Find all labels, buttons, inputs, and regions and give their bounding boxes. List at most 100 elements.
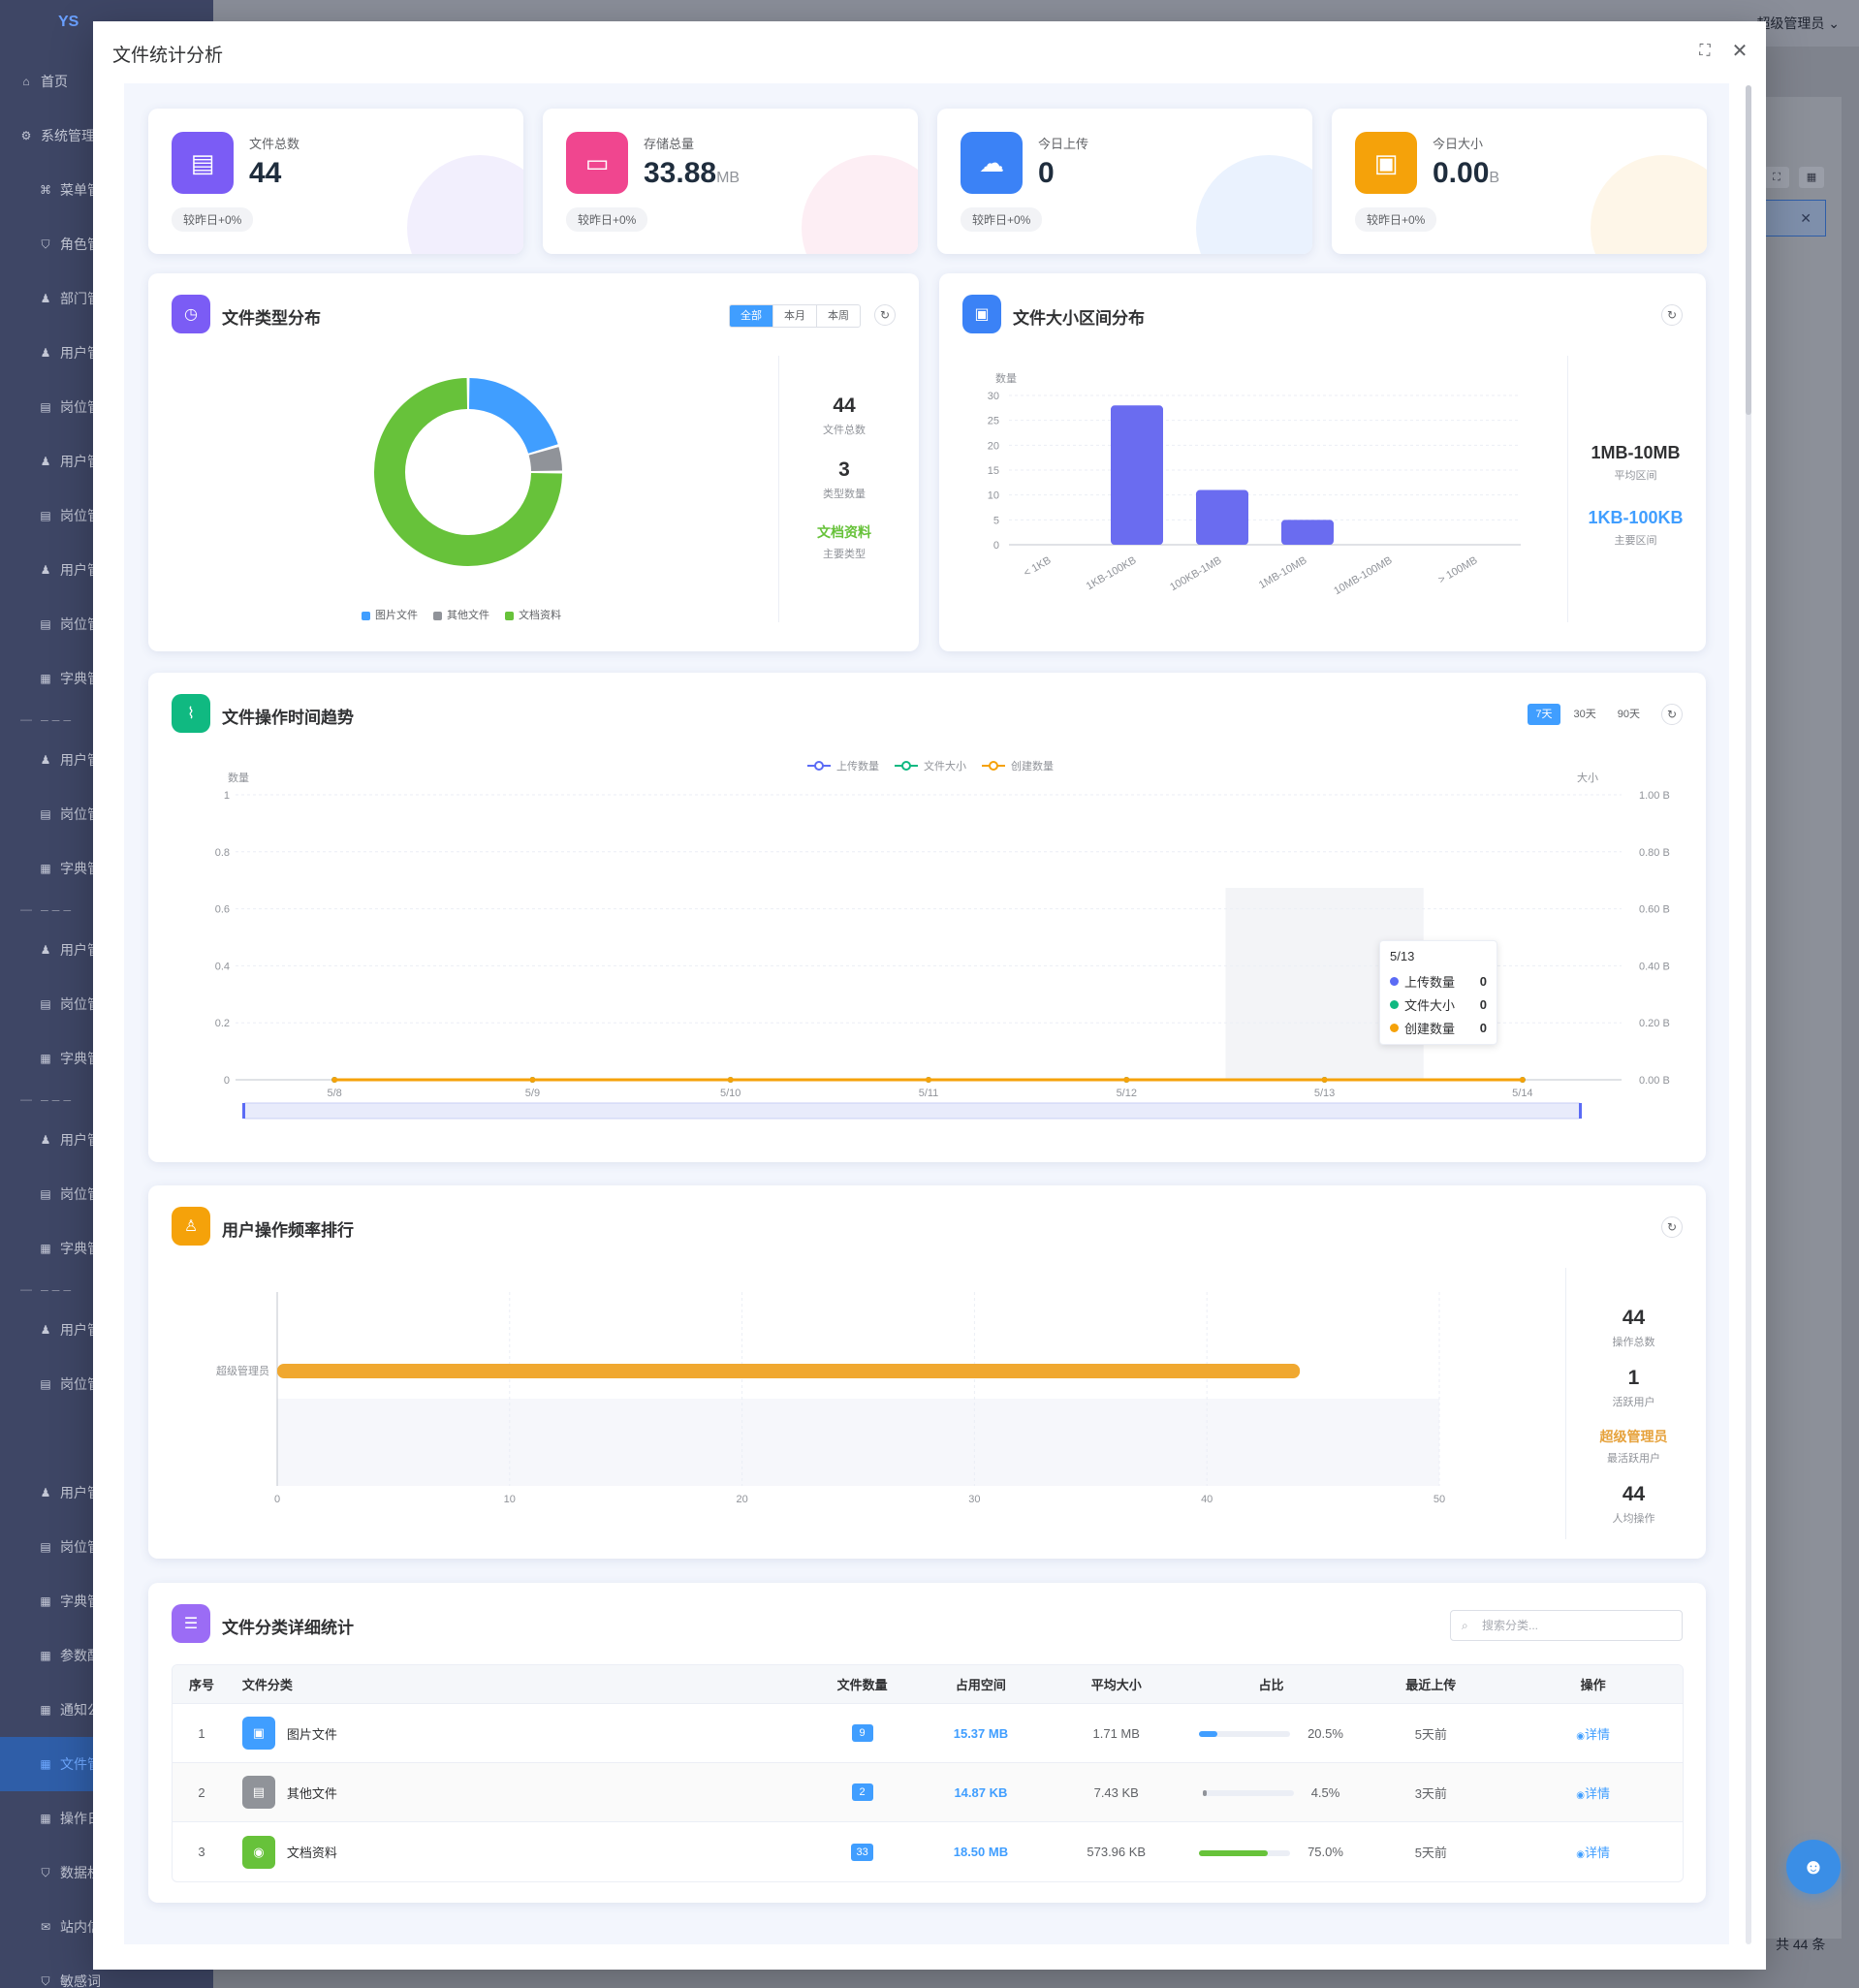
sidebar-item[interactable]: ▦ 字典管 <box>0 841 213 896</box>
sidebar-item-label: 字典管 <box>60 1594 101 1609</box>
pie-slice[interactable] <box>374 378 562 566</box>
sidebar-item[interactable]: ▦ 通知公 <box>0 1683 213 1737</box>
chart-tooltip: 5/13 上传数量 0 文件大小 0 创建数量 0 <box>1379 940 1497 1045</box>
sidebar-item[interactable]: ♟ 用户管 <box>0 326 213 380</box>
sidebar-item[interactable]: ♟ 用户管 <box>0 543 213 597</box>
data-point[interactable] <box>529 1077 536 1083</box>
legend-label[interactable]: 创建数量 <box>1011 759 1054 773</box>
data-point[interactable] <box>727 1077 734 1083</box>
sidebar-item[interactable]: ▤ 岗位管 <box>0 380 213 434</box>
scroll-thumb[interactable] <box>1746 85 1751 415</box>
table-row: 3 ◉ 文档资料 33 18.50 MB 573.96 KB 75.0% 5天前 ◉详情 <box>173 1822 1683 1881</box>
zoom-handle-left[interactable] <box>242 1103 245 1119</box>
sidebar-item[interactable]: ⛉ 敏感词 <box>0 1954 213 1988</box>
sidebar-item-label: 字典管 <box>60 1241 101 1256</box>
grid-icon[interactable]: ▦ <box>1799 167 1824 188</box>
bar[interactable] <box>1111 405 1163 545</box>
data-point[interactable] <box>926 1077 931 1083</box>
sidebar-item[interactable]: ♟ 用户管 <box>0 434 213 489</box>
pie-slice[interactable] <box>528 447 562 472</box>
maximize-icon[interactable]: ⛶ <box>1699 43 1711 59</box>
bar[interactable] <box>1196 489 1248 545</box>
x-tick-label: 1KB-100KB <box>1085 554 1139 592</box>
sidebar-item[interactable]: ▦ 参数配 <box>0 1628 213 1683</box>
tab-本周[interactable]: 本周 <box>828 310 849 322</box>
zoom-handle-right[interactable] <box>1579 1103 1582 1119</box>
sidebar-item[interactable]: ▦ 字典管 <box>0 651 213 706</box>
legend-label[interactable]: 文件大小 <box>924 759 966 773</box>
sidebar-item[interactable]: ⛉ 角色管 <box>0 217 213 271</box>
detail-link[interactable]: ◉详情 <box>1503 1843 1683 1861</box>
search-input[interactable]: ⌕ 搜索分类... <box>1450 1610 1683 1641</box>
nav-icon: ♟ <box>40 1133 51 1147</box>
close-icon[interactable]: ✕ <box>1731 41 1749 62</box>
data-point[interactable] <box>1321 1077 1328 1083</box>
bar[interactable] <box>277 1364 1301 1378</box>
sidebar-item[interactable]: ▤ 岗位管 <box>0 1520 213 1574</box>
sidebar-item[interactable]: ▤ 岗位管 <box>0 489 213 543</box>
x-tick-label: 40 <box>1201 1494 1213 1505</box>
sidebar-item[interactable]: ▦ 字典管 <box>0 1031 213 1086</box>
sidebar-item[interactable]: ▦ 字典管 <box>0 1221 213 1276</box>
user-icon: ♙ <box>172 1207 210 1246</box>
sidebar-item[interactable]: ⛉ 数据权 <box>0 1846 213 1900</box>
summary-value: 文档资料 <box>817 524 871 540</box>
nav-icon: ▤ <box>40 400 51 414</box>
sidebar-item[interactable]: ♟ 部门管 <box>0 271 213 326</box>
sidebar-item[interactable]: ♟ 用户管 <box>0 1113 213 1167</box>
legend-item[interactable]: 图片文件 <box>362 607 418 622</box>
sidebar-item[interactable]: ✉ 站内信 <box>0 1900 213 1954</box>
fullscreen-icon[interactable]: ⛶ <box>1764 167 1789 188</box>
sidebar-item[interactable]: ♟ 用户管 <box>0 923 213 977</box>
refresh-icon[interactable]: ↻ <box>1661 704 1683 725</box>
legend-marker <box>814 761 824 771</box>
sidebar-item[interactable]: ♟ 用户管 <box>0 733 213 787</box>
data-point[interactable] <box>331 1077 338 1083</box>
stat-number: 0 <box>1038 157 1055 189</box>
sidebar-item[interactable]: ⌘ 菜单管 <box>0 163 213 217</box>
refresh-icon[interactable]: ↻ <box>1661 1216 1683 1238</box>
nav-icon: ▤ <box>40 807 51 821</box>
column-header: 文件分类 <box>241 1678 293 1692</box>
legend-item[interactable]: 其他文件 <box>433 607 489 622</box>
user-summary: 44 操作总数 1 活跃用户 超级管理员 最活跃用户 44 人均操作 <box>1565 1268 1701 1539</box>
sidebar-item[interactable]: ▦ 操作日 <box>0 1791 213 1846</box>
refresh-icon[interactable]: ↻ <box>874 304 896 326</box>
summary-value: 44 <box>1622 1483 1646 1505</box>
sidebar-item[interactable]: ▤ 岗位管 <box>0 597 213 651</box>
tooltip-row: 上传数量 0 <box>1390 969 1487 993</box>
detail-link[interactable]: ◉详情 <box>1503 1783 1683 1802</box>
user-menu[interactable]: 超级管理员 ⌄ <box>1756 16 1840 31</box>
detail-link[interactable]: ◉详情 <box>1503 1724 1683 1743</box>
tab-本月[interactable]: 本月 <box>773 305 817 327</box>
refresh-icon[interactable]: ↻ <box>1661 304 1683 326</box>
assistant-robot-button[interactable]: ☻ <box>1786 1840 1841 1894</box>
sidebar-item[interactable]: ▤ 岗位管 <box>0 1167 213 1221</box>
data-point[interactable] <box>1519 1077 1526 1083</box>
tab-7天[interactable]: 7天 <box>1528 704 1560 725</box>
bar[interactable] <box>1281 520 1334 545</box>
tab-30天[interactable]: 30天 <box>1573 709 1596 720</box>
pie-slice[interactable] <box>468 378 558 454</box>
tab-90天[interactable]: 90天 <box>1617 709 1640 720</box>
legend-label[interactable]: 上传数量 <box>836 760 879 773</box>
legend-item[interactable]: 文档资料 <box>505 607 561 622</box>
sidebar-item[interactable]: ▤ 岗位管 <box>0 1357 213 1411</box>
sidebar-item[interactable]: ▦ 字典管 <box>0 1574 213 1628</box>
sidebar-item[interactable]: ▤ 岗位管 <box>0 977 213 1031</box>
nav-icon: ⛉ <box>41 1865 50 1879</box>
sidebar-item-label: – – – <box>41 901 72 917</box>
category-table: 序号 文件分类 文件数量 占用空间 平均大小 占比 最近上传 操作 1 ▣ 图片文件 9 15.37 M… <box>172 1664 1684 1882</box>
sidebar-item[interactable]: ♟ 用户管 <box>0 1466 213 1520</box>
sidebar-item[interactable]: ▤ 岗位管 <box>0 787 213 841</box>
sidebar-item[interactable]: ⌂ 首页 <box>0 54 213 109</box>
sidebar-item[interactable]: ⚙ 系统管理 <box>0 109 213 163</box>
nav-icon: ♟ <box>40 563 51 577</box>
sidebar-item[interactable]: ♟ 用户管 <box>0 1303 213 1357</box>
sidebar-item-label: 岗位管 <box>60 1186 101 1202</box>
tab-全部[interactable]: 全部 <box>730 305 773 327</box>
data-zoom-slider[interactable] <box>242 1102 1582 1120</box>
scrollbar[interactable] <box>1746 85 1751 1944</box>
data-point[interactable] <box>1123 1077 1130 1083</box>
sidebar-item: — – – – <box>0 1276 213 1303</box>
